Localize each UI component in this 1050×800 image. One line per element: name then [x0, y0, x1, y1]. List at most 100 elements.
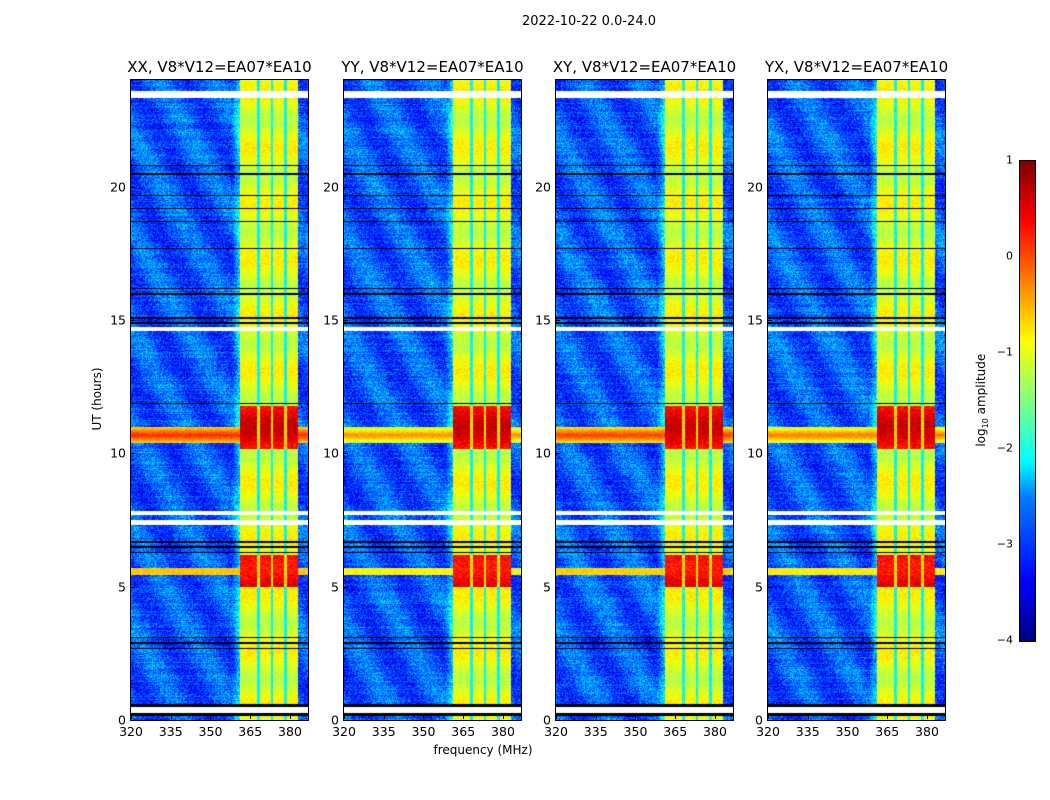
x-tick-mark [210, 715, 212, 719]
figure-title: 2022-10-22 0.0-24.0 [522, 14, 656, 29]
y-tick-label: 15 [535, 312, 551, 328]
x-tick-mark [383, 715, 385, 719]
y-tick-mark [556, 453, 560, 455]
y-tick-mark [131, 320, 135, 321]
y-tick-mark [131, 453, 135, 455]
colorbar-label-rest: amplitude [973, 353, 988, 419]
x-tick-label: 350 [623, 724, 648, 739]
colorbar-tick-label: −3 [996, 537, 1013, 551]
x-tick-mark [887, 715, 889, 719]
y-tick-label: 10 [110, 445, 126, 461]
x-tick-mark [635, 715, 637, 719]
x-tick-label: 335 [158, 724, 183, 739]
x-tick-label: 350 [198, 724, 223, 739]
y-tick-label: 20 [535, 179, 551, 195]
panel-yx: YX, V8*V12=EA07*EA10 0 5 10 15 20 320 335 350 36… [747, 58, 948, 739]
x-tick-label: 380 [703, 724, 727, 739]
y-tick-label: 20 [110, 179, 126, 195]
x-tick-mark [423, 715, 425, 719]
x-tick-mark [170, 715, 172, 719]
y-tick-label: 20 [747, 179, 763, 195]
x-tick-label: 380 [491, 724, 515, 739]
heatmap-xx [131, 80, 308, 720]
y-tick-mark [131, 186, 135, 188]
y-tick-mark [131, 720, 135, 721]
x-tick-mark [926, 715, 928, 719]
panel-title: YX, V8*V12=EA07*EA10 [764, 58, 949, 76]
y-tick-label: 15 [747, 312, 763, 328]
y-tick-mark [556, 720, 560, 721]
colorbar-tick-label: −2 [996, 441, 1013, 455]
y-tick-label: 5 [543, 579, 551, 595]
y-tick-label: 20 [323, 179, 339, 195]
panel-title: YY, V8*V12=EA07*EA10 [341, 58, 524, 76]
x-axis-label: frequency (MHz) [433, 743, 533, 757]
y-tick-label: 0 [331, 712, 339, 728]
x-tick-mark [847, 715, 849, 719]
y-tick-label: 0 [755, 712, 763, 728]
heatmap-yy [344, 80, 521, 720]
x-tick-label: 320 [544, 724, 568, 739]
y-tick-label: 5 [331, 579, 339, 595]
y-tick-label: 10 [535, 445, 551, 461]
y-tick-label: 0 [118, 712, 126, 728]
x-tick-mark [556, 715, 557, 719]
y-tick-label: 10 [747, 445, 763, 461]
y-tick-label: 10 [323, 445, 339, 461]
y-tick-mark [344, 320, 348, 321]
colorbar-label-log: log [973, 428, 988, 447]
y-tick-label: 15 [323, 312, 339, 328]
x-tick-label: 380 [278, 724, 302, 739]
y-tick-mark [768, 720, 772, 721]
x-tick-label: 320 [119, 724, 143, 739]
x-tick-mark [595, 715, 597, 719]
y-tick-label: 0 [543, 712, 551, 728]
y-tick-label: 5 [118, 579, 126, 595]
y-tick-mark [556, 186, 560, 188]
x-tick-label: 365 [663, 724, 688, 739]
y-tick-mark [768, 320, 772, 321]
x-tick-mark [289, 715, 291, 719]
heatmap-yx [768, 80, 945, 720]
panel-xx: XX, V8*V12=EA07*EA10 0 5 10 15 20 320 335 350 36… [110, 58, 312, 739]
x-tick-label: 320 [756, 724, 780, 739]
x-tick-label: 350 [411, 724, 436, 739]
x-tick-label: 335 [583, 724, 608, 739]
colorbar [1019, 160, 1036, 642]
x-tick-mark [344, 715, 345, 719]
x-tick-label: 320 [332, 724, 356, 739]
x-tick-mark [131, 715, 132, 719]
colorbar-tick-label: −4 [996, 633, 1013, 647]
y-tick-mark [768, 586, 772, 588]
x-tick-mark [714, 715, 716, 719]
panel-yy: YY, V8*V12=EA07*EA10 0 5 10 15 20 320 335 350 36… [323, 58, 524, 739]
x-tick-mark [463, 715, 465, 719]
x-tick-label: 365 [451, 724, 476, 739]
colorbar-tick-label: −1 [996, 345, 1013, 359]
x-tick-mark [768, 715, 769, 719]
colorbar-tick-label: 1 [1006, 153, 1013, 167]
x-tick-mark [502, 715, 504, 719]
y-tick-mark [344, 720, 348, 721]
y-tick-mark [556, 320, 560, 321]
y-tick-mark [768, 453, 772, 455]
x-tick-mark [807, 715, 809, 719]
y-tick-mark [344, 186, 348, 188]
x-tick-label: 365 [875, 724, 900, 739]
y-tick-mark [556, 586, 560, 588]
x-tick-mark [250, 715, 252, 719]
y-tick-mark [344, 586, 348, 588]
colorbar-tick-label: 0 [1006, 249, 1013, 263]
x-tick-label: 350 [835, 724, 860, 739]
x-tick-label: 380 [915, 724, 939, 739]
y-tick-mark [131, 586, 135, 588]
y-tick-mark [768, 186, 772, 188]
y-axis-label: UT (hours) [90, 367, 104, 431]
colorbar-label-sub: 10 [981, 418, 991, 429]
x-tick-mark [675, 715, 677, 719]
colorbar-label: log10 amplitude [974, 340, 990, 460]
y-tick-label: 15 [110, 312, 126, 328]
panel-title: XX, V8*V12=EA07*EA10 [127, 58, 312, 76]
panel-title: XY, V8*V12=EA07*EA10 [552, 58, 737, 76]
